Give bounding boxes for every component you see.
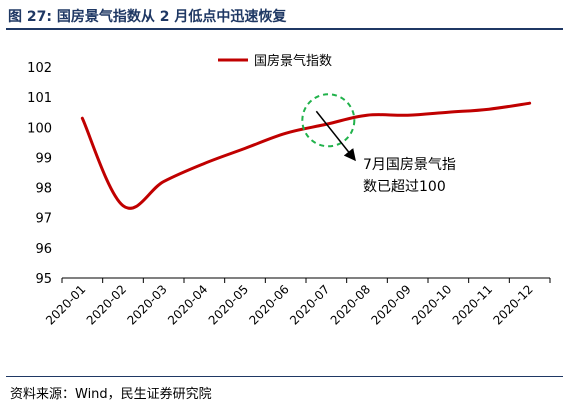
y-tick-label: 97: [35, 212, 52, 227]
data-point: [162, 180, 166, 184]
y-tick-label: 101: [27, 91, 52, 106]
data-point: [365, 113, 369, 117]
x-tick-label: 2020-11: [450, 282, 495, 327]
data-point: [243, 146, 247, 150]
x-tick-label: 2020-05: [206, 282, 251, 327]
y-tick-label: 100: [27, 121, 52, 136]
source-note: 资料来源：Wind，民生证券研究院: [10, 387, 212, 402]
x-tick-label: 2020-03: [124, 282, 169, 327]
annotation-text-line2: 数已超过100: [363, 179, 446, 195]
annotation-arrow: [315, 110, 356, 162]
series-points: [80, 101, 531, 207]
y-tick-label: 96: [35, 242, 52, 257]
legend-label: 国房景气指数: [254, 53, 332, 69]
x-tick-label: 2020-06: [246, 282, 291, 327]
x-tick-label: 2020-02: [84, 282, 129, 327]
data-point: [446, 110, 450, 114]
data-point: [121, 204, 125, 208]
x-tick-label: 2020-08: [328, 282, 373, 327]
data-point: [202, 161, 206, 165]
y-tick-label: 95: [35, 272, 52, 287]
y-axis: 95 96 97 98 99 100 101 102: [27, 61, 52, 287]
x-tick-label: 2020-01: [43, 282, 88, 327]
data-point: [284, 131, 288, 135]
data-point: [487, 107, 491, 111]
figure-title: 图 27: 国房景气指数从 2 月低点中迅速恢复: [8, 9, 287, 25]
y-tick-label: 102: [27, 61, 52, 76]
annotation-circle: [301, 93, 356, 148]
x-tick-label: 2020-12: [490, 282, 535, 327]
data-point: [406, 113, 410, 117]
y-tick-label: 99: [35, 151, 52, 166]
x-tick-label: 2020-10: [409, 282, 454, 327]
title-rule: [6, 28, 563, 30]
annotation-text-line1: 7月国房景气指: [363, 157, 456, 173]
source-rule: [6, 376, 563, 377]
x-axis: 2020-012020-022020-032020-042020-052020-…: [43, 278, 551, 328]
y-tick-label: 98: [35, 182, 52, 197]
data-point: [528, 101, 532, 105]
x-tick-label: 2020-07: [287, 282, 332, 327]
series-line: [80, 101, 532, 210]
x-tick-label: 2020-04: [165, 282, 210, 327]
x-tick-label: 2020-09: [368, 282, 413, 327]
data-point: [80, 116, 84, 120]
